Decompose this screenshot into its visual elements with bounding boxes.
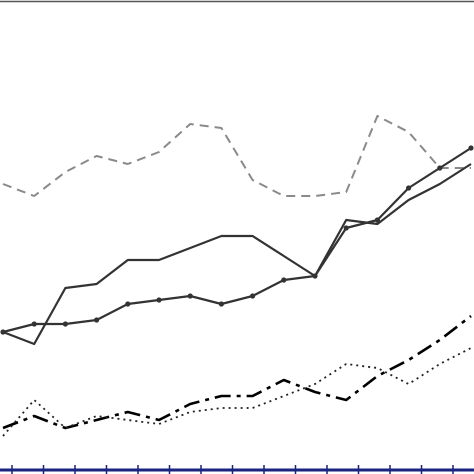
series-3-point <box>250 293 256 299</box>
series-3-point <box>187 293 193 299</box>
series-3-point <box>0 329 6 335</box>
series-3-point <box>343 225 349 231</box>
series-3-point <box>94 317 100 323</box>
series-line-4 <box>2 314 472 430</box>
series-3-point <box>312 273 318 279</box>
series-line-1 <box>2 115 471 197</box>
series-3-point <box>31 321 37 327</box>
series-group <box>0 115 474 437</box>
series-3-point <box>468 145 474 151</box>
series-3-point <box>218 301 224 307</box>
series-line-5 <box>2 347 472 437</box>
series-3-point <box>125 301 131 307</box>
x-axis-ticks <box>11 465 454 474</box>
series-line-2 <box>2 163 472 346</box>
series-3-point <box>62 321 68 327</box>
series-3-point <box>406 185 412 191</box>
series-3-point <box>281 277 287 283</box>
series-3-point <box>437 165 443 171</box>
series-3-point <box>374 217 380 223</box>
series-line-3 <box>2 147 472 334</box>
series-3-point <box>156 297 162 303</box>
